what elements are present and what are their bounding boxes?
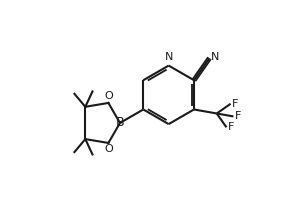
Text: F: F: [228, 122, 234, 132]
Text: F: F: [235, 111, 241, 121]
Text: N: N: [164, 52, 173, 62]
Text: O: O: [104, 144, 113, 154]
Text: N: N: [211, 52, 220, 62]
Text: B: B: [116, 116, 124, 129]
Text: F: F: [232, 99, 238, 109]
Text: O: O: [104, 91, 113, 101]
